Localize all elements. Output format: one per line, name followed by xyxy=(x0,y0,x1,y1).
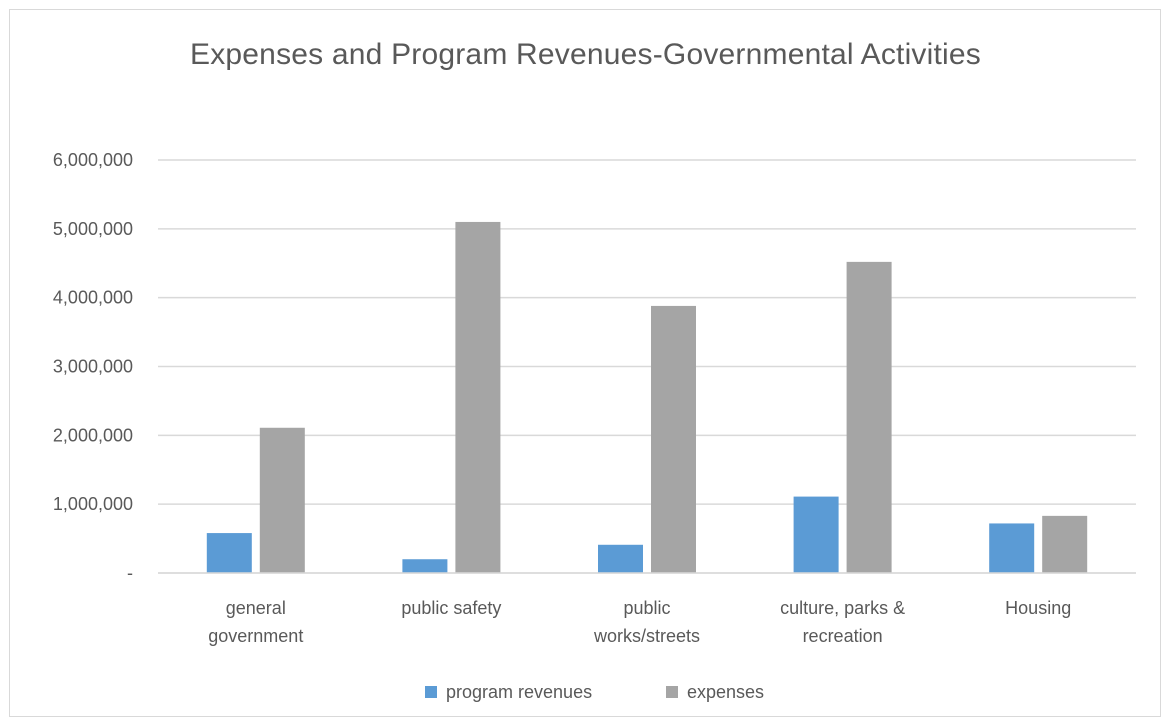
x-category-label: Housing xyxy=(1005,598,1071,618)
x-category-label: public xyxy=(623,598,670,618)
x-category-label: culture, parks & xyxy=(780,598,905,618)
legend-swatch xyxy=(666,686,678,698)
legend-label: expenses xyxy=(687,682,764,702)
bar xyxy=(846,261,892,573)
x-category-label: government xyxy=(208,626,303,646)
chart-frame xyxy=(9,9,1161,717)
bar xyxy=(793,496,839,573)
y-tick-label: 5,000,000 xyxy=(53,219,133,239)
bar xyxy=(455,221,501,573)
x-category-label: public safety xyxy=(401,598,501,618)
legend-label: program revenues xyxy=(446,682,592,702)
x-category-label: works/streets xyxy=(593,626,700,646)
y-tick-label: 6,000,000 xyxy=(53,150,133,170)
bar xyxy=(989,523,1035,573)
y-tick-label: - xyxy=(127,563,133,583)
x-category-label: recreation xyxy=(803,626,883,646)
y-tick-label: 4,000,000 xyxy=(53,288,133,308)
y-tick-label: 2,000,000 xyxy=(53,425,133,445)
bar xyxy=(206,533,252,573)
x-category-label: general xyxy=(226,598,286,618)
y-tick-label: 1,000,000 xyxy=(53,494,133,514)
chart-title: Expenses and Program Revenues-Government… xyxy=(190,38,981,71)
y-tick-label: 3,000,000 xyxy=(53,357,133,377)
bar xyxy=(651,305,696,573)
bar xyxy=(259,427,305,573)
bar xyxy=(1042,515,1088,573)
bar xyxy=(598,544,643,573)
bar xyxy=(402,559,448,573)
legend-swatch xyxy=(425,686,437,698)
